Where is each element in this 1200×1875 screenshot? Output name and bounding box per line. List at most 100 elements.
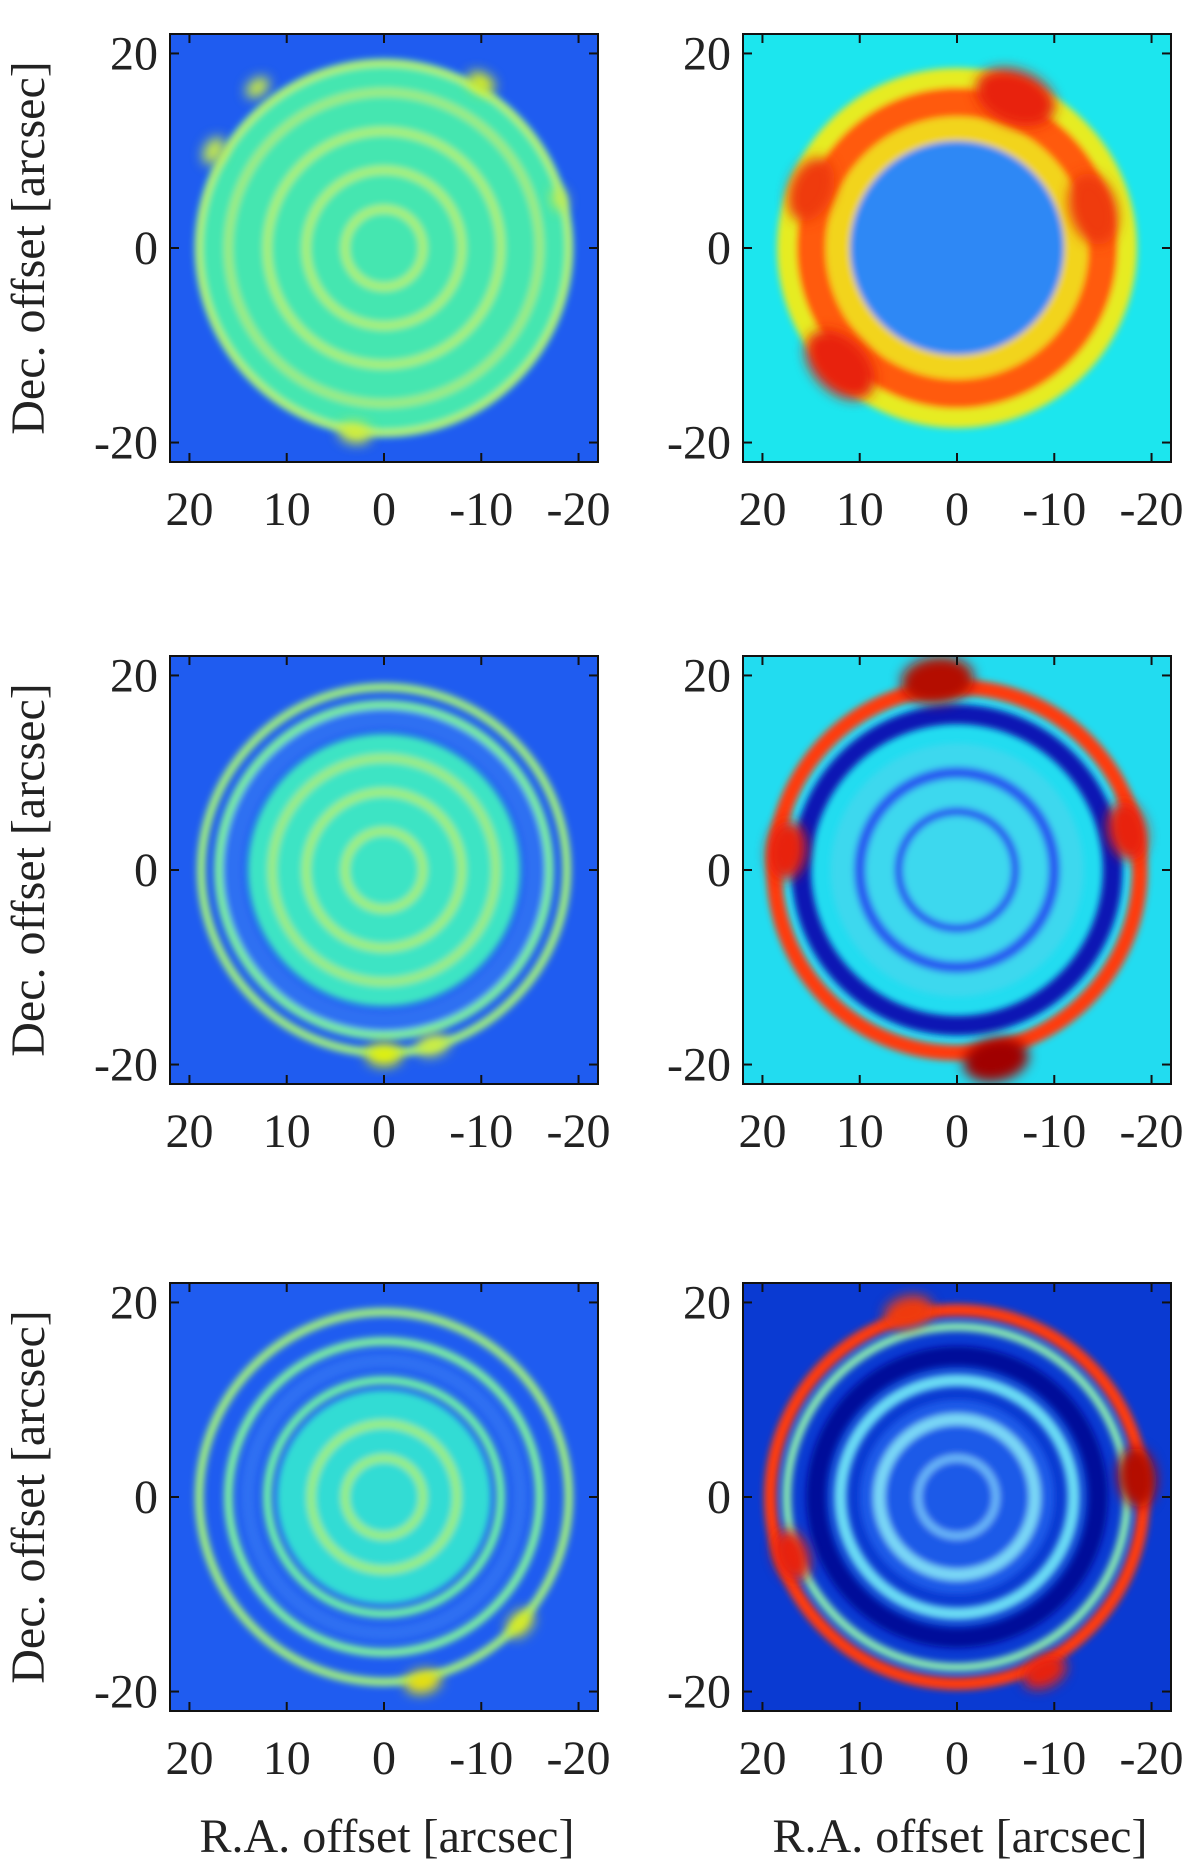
y-tick-label: 0 — [134, 222, 158, 275]
x-tick-label: 0 — [945, 483, 969, 536]
emission-ring — [833, 1373, 1081, 1621]
emission-clump — [506, 1609, 534, 1638]
emission-ring — [223, 1336, 545, 1658]
emission-clump — [404, 1669, 441, 1694]
emission-clump — [805, 329, 876, 400]
emission-ring — [777, 68, 1137, 428]
y-tick-label: 20 — [110, 649, 158, 702]
emission-clump — [1117, 1447, 1157, 1508]
emission-clump — [767, 820, 807, 881]
x-tick-label: 0 — [372, 1732, 396, 1785]
y-tick-label: 20 — [683, 27, 731, 80]
x-tick-label: 0 — [945, 1732, 969, 1785]
emission-clump — [1022, 1655, 1067, 1690]
emission-clump — [202, 136, 225, 165]
y-tick-label: -20 — [94, 1666, 158, 1719]
y-axis-label: Dec. offset [arcsec] — [2, 1310, 55, 1684]
emission-clump — [245, 76, 270, 99]
x-tick-label: 10 — [836, 1732, 884, 1785]
emission-clump — [338, 421, 372, 444]
emission-ring — [267, 753, 501, 987]
emission-ring — [262, 126, 506, 370]
x-tick-label: -10 — [449, 1732, 513, 1785]
y-tick-label: 20 — [110, 1276, 158, 1329]
y-tick-label: 20 — [683, 649, 731, 702]
heatmap-image — [170, 1283, 598, 1711]
y-tick-label: 20 — [683, 1276, 731, 1329]
x-axis-label: R.A. offset [arcsec] — [200, 1810, 575, 1863]
emission-ring — [340, 1453, 428, 1541]
heatmap-image — [743, 656, 1171, 1084]
x-axis-label: R.A. offset [arcsec] — [773, 1810, 1148, 1863]
emission-ring — [223, 87, 545, 409]
x-tick-label: -10 — [1022, 1732, 1086, 1785]
y-tick-label: 0 — [134, 844, 158, 897]
y-tick-label: 20 — [110, 27, 158, 80]
emission-ring — [853, 766, 1061, 974]
x-tick-label: -20 — [547, 483, 611, 536]
x-tick-label: 20 — [165, 1732, 213, 1785]
emission-disk — [850, 141, 1064, 355]
y-tick-label: 0 — [134, 1471, 158, 1524]
emission-ring — [195, 59, 573, 437]
y-axis-label: Dec. offset [arcsec] — [2, 61, 55, 435]
emission-ring — [873, 1413, 1041, 1581]
emission-ring — [194, 1307, 574, 1687]
heatmap-image — [743, 34, 1171, 462]
axis-labels-layer: Dec. offset [arcsec] Dec. offset [arcsec]… — [2, 61, 1147, 1863]
emission-ring — [223, 709, 545, 1031]
x-tick-label: -20 — [1120, 1105, 1184, 1158]
emission-disk — [830, 743, 1084, 997]
x-tick-label: -20 — [1120, 483, 1184, 536]
y-tick-label: -20 — [667, 417, 731, 470]
y-tick-label: -20 — [667, 1039, 731, 1092]
x-tick-label: 20 — [738, 1732, 786, 1785]
x-tick-label: -20 — [1120, 1732, 1184, 1785]
emission-clump — [467, 71, 495, 94]
x-tick-label: 0 — [372, 483, 396, 536]
emission-clump — [773, 1529, 811, 1581]
emission-clump — [787, 157, 835, 222]
x-tick-label: 20 — [165, 1105, 213, 1158]
emission-clump — [975, 68, 1056, 127]
emission-clump — [416, 1033, 449, 1057]
heatmap-image — [170, 34, 598, 462]
emission-disk — [247, 733, 521, 1007]
emission-ring — [214, 700, 554, 1040]
y-tick-label: 0 — [707, 222, 731, 275]
emission-clump — [901, 656, 974, 705]
emission-ring — [340, 204, 428, 292]
emission-ring — [301, 787, 467, 953]
emission-ring — [914, 1454, 1000, 1540]
emission-disk — [859, 1399, 1055, 1595]
x-tick-label: -10 — [449, 1105, 513, 1158]
emission-ring — [262, 1375, 506, 1619]
x-tick-label: -10 — [449, 483, 513, 536]
x-tick-label: 10 — [263, 483, 311, 536]
emission-clump — [365, 1043, 403, 1067]
emission-ring — [306, 1419, 462, 1575]
heatmap-image — [743, 1283, 1171, 1711]
x-tick-label: 10 — [836, 483, 884, 536]
x-tick-label: 20 — [738, 483, 786, 536]
x-tick-label: 0 — [372, 1105, 396, 1158]
y-axis-label: Dec. offset [arcsec] — [2, 683, 55, 1057]
emission-clump — [1107, 801, 1148, 861]
x-tick-label: 20 — [738, 1105, 786, 1158]
x-tick-label: 0 — [945, 1105, 969, 1158]
emission-clump — [1068, 173, 1118, 245]
emission-ring — [340, 826, 428, 914]
y-tick-label: -20 — [667, 1666, 731, 1719]
emission-clump — [551, 188, 567, 211]
emission-ring — [894, 807, 1020, 933]
emission-ring — [786, 77, 1128, 419]
emission-ring — [240, 1353, 528, 1641]
y-tick-label: -20 — [94, 1039, 158, 1092]
